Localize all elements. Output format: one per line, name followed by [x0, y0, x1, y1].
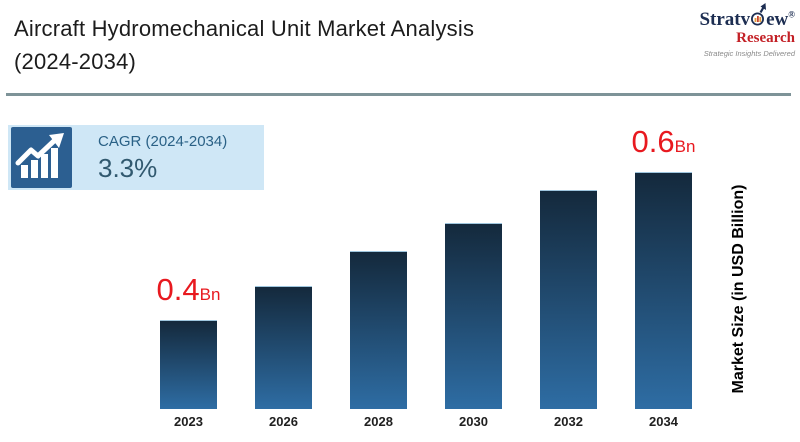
x-axis-label-2030: 2030: [459, 414, 488, 429]
logo-research-word: Research: [736, 30, 795, 46]
x-axis-label-2026: 2026: [269, 414, 298, 429]
page-title-line1: Aircraft Hydromechanical Unit Market Ana…: [14, 16, 475, 41]
logo-name-prefix: Stratv: [699, 9, 751, 30]
page-title-line2: (2024-2034): [14, 49, 137, 74]
logo-tagline: Strategic Insights Delivered: [703, 49, 795, 58]
cagr-text-block: CAGR (2024-2034) 3.3%: [98, 132, 227, 183]
logo-name-suffix: ew: [766, 9, 789, 30]
stratview-logo: Stratv ew® Research Strategic Insights D…: [645, 3, 795, 58]
x-axis-label-2034: 2034: [649, 414, 678, 429]
bar-2030: [445, 223, 502, 409]
x-axis-label-2032: 2032: [554, 414, 583, 429]
page-title: Aircraft Hydromechanical Unit Market Ana…: [14, 12, 634, 78]
logo-wordmark: Stratv ew®: [645, 3, 795, 31]
y-axis-title: Market Size (in USD Billion): [730, 184, 747, 394]
x-axis-label-2028: 2028: [364, 414, 393, 429]
bar-2026: [255, 286, 312, 409]
bar-2028: [350, 251, 407, 409]
x-axis-label-2023: 2023: [174, 414, 203, 429]
cagr-label: CAGR (2024-2034): [98, 133, 228, 150]
cagr-value: 3.3%: [98, 153, 158, 183]
bar-2034: [635, 172, 692, 409]
data-label-2034: 0.6Bn: [631, 124, 696, 159]
magnifier-chart-icon: [750, 3, 766, 29]
growth-chart-icon: [11, 127, 72, 188]
bar-2023: [160, 320, 217, 409]
bar-2032: [540, 190, 597, 409]
registered-trademark-symbol: ®: [788, 9, 795, 20]
data-label-2023: 0.4Bn: [156, 272, 221, 307]
header-divider: [6, 93, 791, 96]
cagr-callout-box: CAGR (2024-2034) 3.3%: [8, 125, 264, 190]
